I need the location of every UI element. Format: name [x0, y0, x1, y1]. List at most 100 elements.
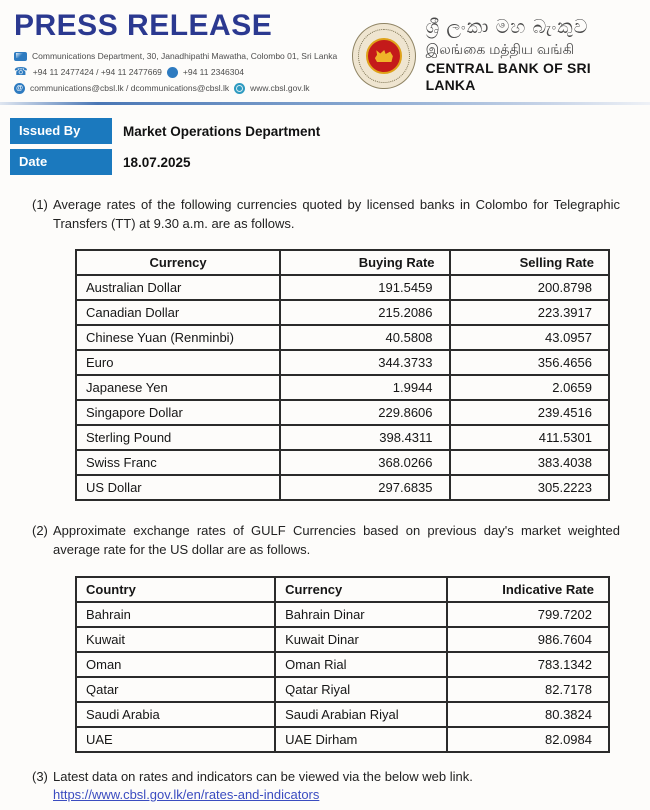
table-cell: Australian Dollar [74, 274, 282, 301]
table-cell: 398.4311 [279, 424, 451, 451]
table-row: UAE UAE Dirham 82.0984 [74, 726, 610, 753]
column-header-indicative-rate: Indicative Rate [445, 576, 610, 603]
section-3-number: (3) [32, 769, 48, 784]
date-value: 18.07.2025 [123, 154, 191, 170]
gulf-rates-table: Country Currency Indicative Rate Bahrain… [74, 576, 610, 753]
table-cell: Euro [74, 349, 282, 376]
table-cell: 43.0957 [448, 324, 611, 351]
table-cell: 383.4038 [448, 449, 611, 476]
date-row: Date 18.07.2025 [10, 149, 650, 175]
section-2-number: (2) [32, 523, 48, 538]
header: PRESS RELEASE Communications Department,… [0, 0, 650, 95]
header-divider [0, 102, 650, 105]
table-cell: Bahrain Dinar [274, 601, 448, 628]
table-cell: Bahrain [74, 601, 277, 628]
table-cell: Singapore Dollar [74, 399, 282, 426]
table-row: Kuwait Kuwait Dinar 986.7604 [74, 626, 610, 653]
header-left: PRESS RELEASE Communications Department,… [14, 8, 352, 95]
date-label: Date [10, 149, 112, 175]
rates-indicators-link[interactable]: https://www.cbsl.gov.lk/en/rates-and-ind… [53, 787, 320, 802]
table-cell: 40.5808 [279, 324, 451, 351]
column-header-selling-rate: Selling Rate [448, 249, 611, 276]
email-addresses: communications@cbsl.lk / dcommunications… [30, 83, 230, 93]
issued-by-label: Issued By [10, 118, 112, 144]
lion-icon [374, 50, 393, 62]
table-cell: UAE [74, 726, 277, 753]
table-cell: Chinese Yuan (Renminbi) [74, 324, 282, 351]
section-2-intro: (2) Approximate exchange rates of GULF C… [32, 521, 620, 559]
table-row: Canadian Dollar 215.2086 223.3917 [74, 299, 611, 326]
section-2-text: Approximate exchange rates of GULF Curre… [53, 523, 620, 557]
table-row: Qatar Qatar Riyal 82.7178 [74, 676, 610, 703]
table-row: Saudi Arabia Saudi Arabian Riyal 80.3824 [74, 701, 610, 728]
table-cell: 239.4516 [448, 399, 611, 426]
table-cell: Oman Rial [274, 651, 448, 678]
table-cell: 200.8798 [448, 274, 611, 301]
table-row: Australian Dollar 191.5459 200.8798 [74, 274, 611, 301]
table-cell: Oman [74, 651, 277, 678]
table-header-row: Currency Buying Rate Selling Rate [74, 249, 611, 276]
column-header-buying-rate: Buying Rate [279, 249, 451, 276]
contact-phone-line: ☎ +94 11 2477424 / +94 11 2477669 +94 11… [14, 65, 352, 79]
contact-address-line: Communications Department, 30, Janadhipa… [14, 49, 352, 63]
table-row: Sterling Pound 398.4311 411.5301 [74, 424, 611, 451]
column-header-country: Country [74, 576, 277, 603]
address-text: Communications Department, 30, Janadhipa… [32, 51, 338, 61]
tt-rates-table: Currency Buying Rate Selling Rate Austra… [74, 249, 611, 501]
table-cell: Japanese Yen [74, 374, 282, 401]
table-cell: 783.1342 [445, 651, 610, 678]
table-cell: 986.7604 [445, 626, 610, 653]
table-cell: Canadian Dollar [74, 299, 282, 326]
table-row: Singapore Dollar 229.8606 239.4516 [74, 399, 611, 426]
table-cell: Sterling Pound [74, 424, 282, 451]
table-row: Oman Oman Rial 783.1342 [74, 651, 610, 678]
table-cell: 82.7178 [445, 676, 610, 703]
table-cell: 297.6835 [279, 474, 451, 501]
table-cell: 223.3917 [448, 299, 611, 326]
table-cell: Kuwait [74, 626, 277, 653]
email-at-icon: @ [14, 82, 25, 94]
contact-email-line: @ communications@cbsl.lk / dcommunicatio… [14, 81, 352, 95]
header-right: ශ්‍රී ලංකා මහ බැංකුව இலங்கை மத்திய வங்கி… [352, 8, 636, 95]
table-cell: 305.2223 [448, 474, 611, 501]
table-cell: 799.7202 [445, 601, 610, 628]
table-cell: Swiss Franc [74, 449, 282, 476]
table-cell: 368.0266 [279, 449, 451, 476]
bank-name-sinhala: ශ්‍රී ලංකා මහ බැංකුව [425, 17, 589, 38]
fax-icon [166, 66, 178, 78]
table-cell: 344.3733 [279, 349, 451, 376]
section-3-intro: (3) Latest data on rates and indicators … [32, 767, 620, 786]
bank-name-tamil: இலங்கை மத்திய வங்கி [425, 41, 575, 57]
table-row: Euro 344.3733 356.4656 [74, 349, 611, 376]
table-row: Swiss Franc 368.0266 383.4038 [74, 449, 611, 476]
table-cell: 82.0984 [445, 726, 610, 753]
table-cell: 80.3824 [445, 701, 610, 728]
table-row: Bahrain Bahrain Dinar 799.7202 [74, 601, 610, 628]
phone-numbers: +94 11 2477424 / +94 11 2477669 [32, 67, 162, 77]
fax-number: +94 11 2346304 [182, 67, 244, 77]
section-3-text: Latest data on rates and indicators can … [53, 769, 473, 784]
table-cell: 215.2086 [279, 299, 451, 326]
website-text: www.cbsl.gov.lk [250, 83, 310, 93]
cbsl-seal-logo [352, 22, 416, 89]
table-row: Chinese Yuan (Renminbi) 40.5808 43.0957 [74, 324, 611, 351]
section-1-intro: (1) Average rates of the following curre… [32, 195, 620, 233]
table-row: US Dollar 297.6835 305.2223 [74, 474, 611, 501]
table-row: Japanese Yen 1.9944 2.0659 [74, 374, 611, 401]
table-cell: 356.4656 [448, 349, 611, 376]
globe-icon [234, 82, 246, 94]
section-1-text: Average rates of the following currencie… [53, 197, 620, 231]
bank-names: ශ්‍රී ලංකා මහ බැංකුව இலங்கை மத்திய வங்கி… [426, 17, 636, 94]
phone-icon: ☎ [14, 66, 28, 78]
column-header-currency: Currency [274, 576, 448, 603]
meta-section: Issued By Market Operations Department D… [10, 118, 650, 175]
table-cell: Saudi Arabia [74, 701, 277, 728]
page-title: PRESS RELEASE [14, 9, 273, 42]
table-header-row: Country Currency Indicative Rate [74, 576, 610, 603]
table-cell: 229.8606 [279, 399, 451, 426]
table-cell: US Dollar [74, 474, 282, 501]
table-cell: Qatar Riyal [274, 676, 448, 703]
table-cell: 191.5459 [279, 274, 451, 301]
table-cell: 1.9944 [279, 374, 451, 401]
